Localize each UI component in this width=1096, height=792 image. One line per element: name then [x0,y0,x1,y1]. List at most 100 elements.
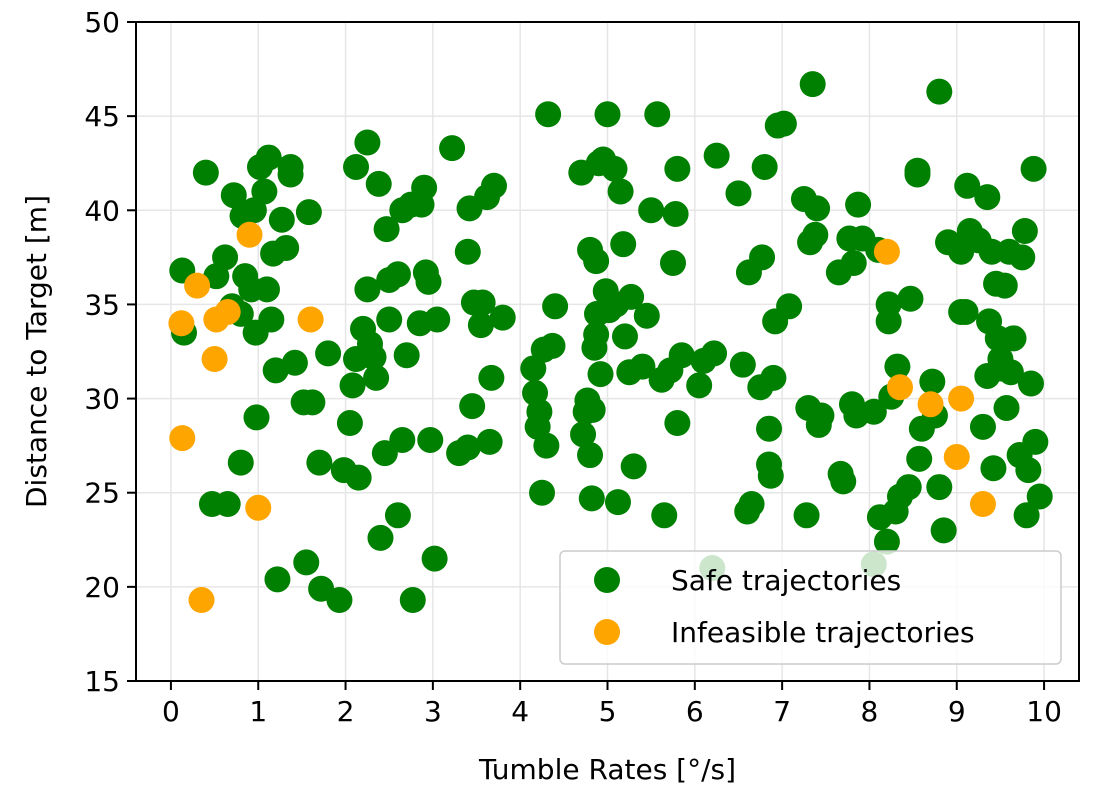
x-tick-label: 7 [773,695,791,728]
safe-trajectory-point [489,304,516,331]
safe-trajectory-point [884,353,911,380]
x-tick-label: 10 [1026,695,1062,728]
safe-trajectory-point [417,426,444,453]
safe-trajectory-point [607,178,634,205]
y-tick-label: 25 [84,477,120,510]
safe-trajectory-point [367,524,394,551]
safe-trajectory-point [384,261,411,288]
x-tick-label: 5 [599,695,617,728]
infeasible-trajectory-point [887,374,914,401]
infeasible-trajectory-point [236,221,263,248]
safe-trajectory-point [954,172,981,199]
safe-trajectory-point [926,78,953,105]
safe-trajectory-point [480,172,507,199]
x-axis-label: Tumble Rates [°/s] [478,753,736,786]
safe-trajectory-point [258,306,285,333]
safe-trajectory-point [264,566,291,593]
safe-trajectory-point [476,428,503,455]
safe-trajectory-point [424,306,451,333]
safe-trajectory-point [339,372,366,399]
safe-trajectory-point [587,361,614,388]
safe-trajectory-point [668,342,695,369]
safe-trajectory-point [997,359,1024,386]
infeasible-trajectory-point [943,443,970,470]
safe-trajectory-point [770,110,797,137]
safe-trajectory-point [1011,217,1038,244]
safe-trajectory-point [1020,155,1047,182]
safe-trajectory-point [583,248,610,275]
safe-trajectory-point [897,285,924,312]
y-axis-label: Distance to Target [m] [20,195,53,508]
safe-trajectory-point [638,197,665,224]
safe-trajectory-point [633,302,660,329]
safe-trajectory-point [749,244,776,271]
x-axis-ticks: 0 1 2 3 4 5 6 7 8 9 10 [162,681,1062,728]
safe-trajectory-point [594,101,621,128]
safe-trajectory-point [533,432,560,459]
y-tick-label: 40 [84,194,120,227]
infeasible-trajectory-point [169,425,196,452]
safe-trajectory-point [345,464,372,491]
infeasible-trajectory-point [245,494,272,521]
safe-trajectory-point [1000,325,1027,352]
safe-trajectory-point [478,364,505,391]
safe-trajectory-point [703,142,730,169]
safe-trajectory-point [227,449,254,476]
safe-trajectory-point [277,153,304,180]
safe-trajectory-point [611,323,638,350]
safe-trajectory-point [354,129,381,156]
safe-trajectory-point [253,276,280,303]
infeasible-trajectory-point [168,310,195,337]
safe-trajectory-point [651,502,678,529]
safe-trajectory-point [365,170,392,197]
x-tick-label: 3 [424,695,442,728]
safe-trajectory-point [860,398,887,425]
x-tick-label: 2 [337,695,355,728]
infeasible-trajectory-point [188,587,215,614]
safe-trajectory-point [604,489,631,516]
safe-trajectory-point [904,157,931,184]
safe-trajectory-point [583,321,610,348]
safe-trajectory-point [659,250,686,277]
safe-trajectory-point [930,517,957,544]
safe-trajectory-point [610,231,637,258]
safe-trajectory-point [840,250,867,277]
safe-trajectory-point [725,180,752,207]
safe-trajectory-point [343,153,370,180]
y-tick-label: 50 [84,6,120,39]
safe-trajectory-point [601,155,628,182]
safe-trajectory-point [421,545,448,572]
y-tick-label: 35 [84,288,120,321]
safe-trajectory-point [729,351,756,378]
safe-trajectory-point [454,238,481,265]
safe-trajectory-point [974,184,1001,211]
safe-trajectory-point [293,549,320,576]
infeasible-trajectory-point [969,491,996,518]
safe-trajectory-point [376,306,403,333]
safe-trajectory-point [804,195,831,222]
safe-trajectory-point [454,434,481,461]
safe-trajectory-point [363,364,390,391]
safe-trajectory-point [384,502,411,529]
safe-trajectory-point [268,206,295,233]
safe-trajectory-point [299,389,326,416]
safe-trajectory-point [875,308,902,335]
y-tick-label: 15 [84,665,120,698]
legend-label-safe: Safe trajectories [671,564,901,597]
safe-trajectory-point [664,155,691,182]
data-points [168,71,1053,614]
safe-trajectory-point [686,372,713,399]
safe-trajectory-point [577,442,604,469]
safe-trajectory-point [830,468,857,495]
safe-trajectory-point [192,159,219,186]
legend-marker-safe [594,567,620,593]
safe-trajectory-point [360,344,387,371]
safe-trajectory-point [808,402,835,429]
safe-trajectory-point [1009,244,1036,271]
safe-trajectory-point [373,216,400,243]
safe-trajectory-point [243,404,270,431]
infeasible-trajectory-point [873,238,900,265]
safe-trajectory-point [776,293,803,320]
safe-trajectory-point [926,474,953,501]
